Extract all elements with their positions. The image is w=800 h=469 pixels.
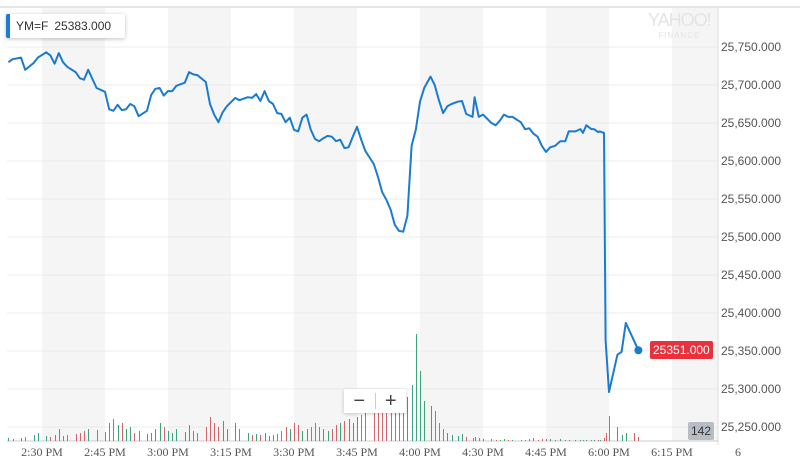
x-tick-label: 6:15 PM [651, 445, 693, 459]
x-tick-label: 4:30 PM [462, 445, 504, 459]
time-band [546, 7, 609, 441]
x-tick-label: 3:45 PM [336, 445, 378, 459]
y-tick-label: 25,400.000 [721, 306, 781, 320]
y-tick-label: 25,450.000 [721, 268, 781, 282]
yahoo-finance-watermark: YAHOO! FINANCE [648, 10, 712, 40]
volume-label: 142 [688, 422, 715, 440]
x-tick-label: 6:00 PM [588, 445, 630, 459]
tooltip-value: 25383.000 [54, 19, 112, 33]
time-band [294, 7, 357, 441]
x-tick-label: 4:00 PM [399, 445, 441, 459]
y-tick-label: 25,600.000 [721, 154, 781, 168]
y-tick-label: 25,750.000 [721, 40, 781, 54]
time-band [672, 7, 718, 441]
y-tick-label: 25,700.000 [721, 78, 781, 92]
x-tick-label: 3:30 PM [273, 445, 315, 459]
x-tick-label: 4:45 PM [525, 445, 567, 459]
price-line [7, 51, 640, 393]
time-band [420, 7, 483, 441]
y-tick-label: 25,650.000 [721, 116, 781, 130]
time-band [42, 7, 105, 441]
zoom-out-button[interactable]: − [353, 390, 366, 412]
x-tick-label: 2:30 PM [21, 445, 63, 459]
y-tick-label: 25,250.000 [721, 420, 781, 434]
zoom-in-button[interactable]: + [384, 390, 397, 412]
x-tick-label: 3:00 PM [147, 445, 189, 459]
zoom-controls: − + [344, 389, 406, 413]
series-color-marker [6, 14, 10, 38]
last-price-dot [634, 346, 643, 355]
tooltip: YM=F 25383.000 [6, 14, 126, 38]
divider [374, 393, 376, 409]
last-price-label: 25351.000 [650, 341, 713, 359]
tooltip-symbol: YM=F [16, 19, 49, 33]
x-tick-label: 6 [735, 445, 741, 459]
y-tick-label: 25,500.000 [721, 230, 781, 244]
y-tick-label: 25,350.000 [721, 344, 781, 358]
time-band [168, 7, 231, 441]
x-tick-label: 2:45 PM [84, 445, 126, 459]
x-tick-label: 3:15 PM [210, 445, 252, 459]
y-tick-label: 25,550.000 [721, 192, 781, 206]
y-tick-label: 25,300.000 [721, 382, 781, 396]
